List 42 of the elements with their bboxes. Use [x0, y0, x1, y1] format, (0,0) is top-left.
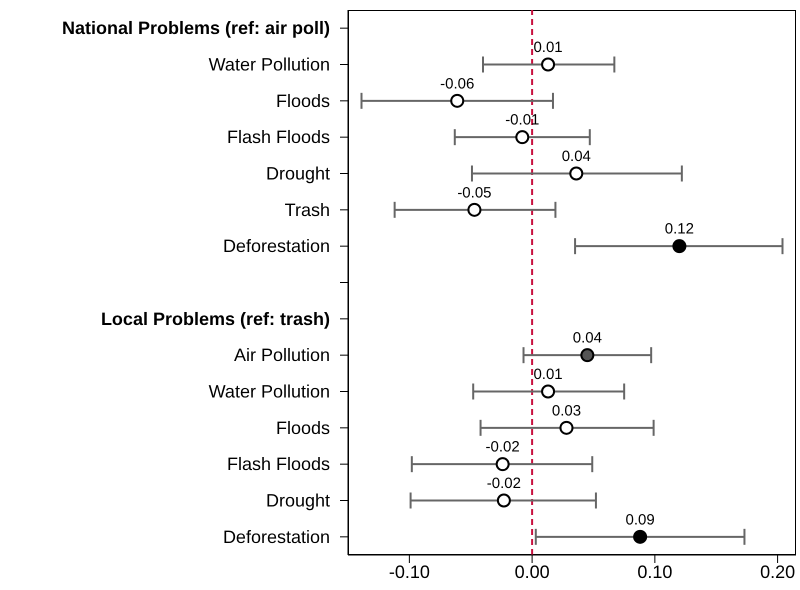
data-label: 0.04 [572, 330, 602, 347]
point [541, 384, 556, 398]
x-tick-label: 0.00 [514, 562, 550, 582]
data-label: -0.05 [457, 184, 492, 202]
y-tick-label: Trash [284, 200, 330, 220]
y-tick-label: Water Pollution [208, 54, 330, 74]
x-tick-label: -0.10 [388, 562, 430, 582]
point [559, 420, 574, 435]
point [633, 530, 648, 544]
point [541, 58, 556, 72]
point [496, 457, 510, 472]
point [569, 166, 584, 180]
data-label: 0.01 [533, 366, 563, 383]
y-tick-label: Floods [276, 90, 330, 111]
data-label: -0.06 [440, 75, 474, 92]
data-label: 0.04 [562, 148, 591, 165]
data-label: 0.03 [552, 402, 582, 420]
data-label: 0.09 [626, 511, 655, 528]
y-tick-label: Floods [276, 418, 330, 438]
data-label: -0.01 [505, 112, 540, 129]
data-label: -0.02 [486, 474, 521, 492]
y-tick-label: Flash Floods [226, 454, 330, 474]
x-tick-label: 0.20 [760, 562, 796, 582]
point [450, 94, 464, 108]
y-tick-label: Deforestation [222, 526, 330, 547]
y-tick-label: National Problems (ref: air poll) [62, 18, 330, 38]
y-tick-label: Drought [266, 164, 330, 184]
point [515, 130, 530, 144]
y-tick-label: Air Pollution [234, 345, 330, 366]
data-label: 0.12 [664, 220, 694, 238]
point [672, 239, 686, 254]
data-label: 0.01 [533, 38, 563, 56]
y-tick-label: Flash Floods [226, 127, 330, 148]
point [467, 202, 482, 217]
x-tick-label: 0.10 [637, 562, 672, 582]
y-tick-label: Deforestation [222, 236, 330, 256]
data-label: -0.02 [486, 438, 520, 456]
y-tick-label: Local Problems (ref: trash) [100, 308, 330, 329]
point [496, 494, 511, 508]
y-tick-label: Drought [266, 490, 330, 510]
point [580, 348, 594, 362]
y-tick-label: Water Pollution [208, 382, 330, 402]
